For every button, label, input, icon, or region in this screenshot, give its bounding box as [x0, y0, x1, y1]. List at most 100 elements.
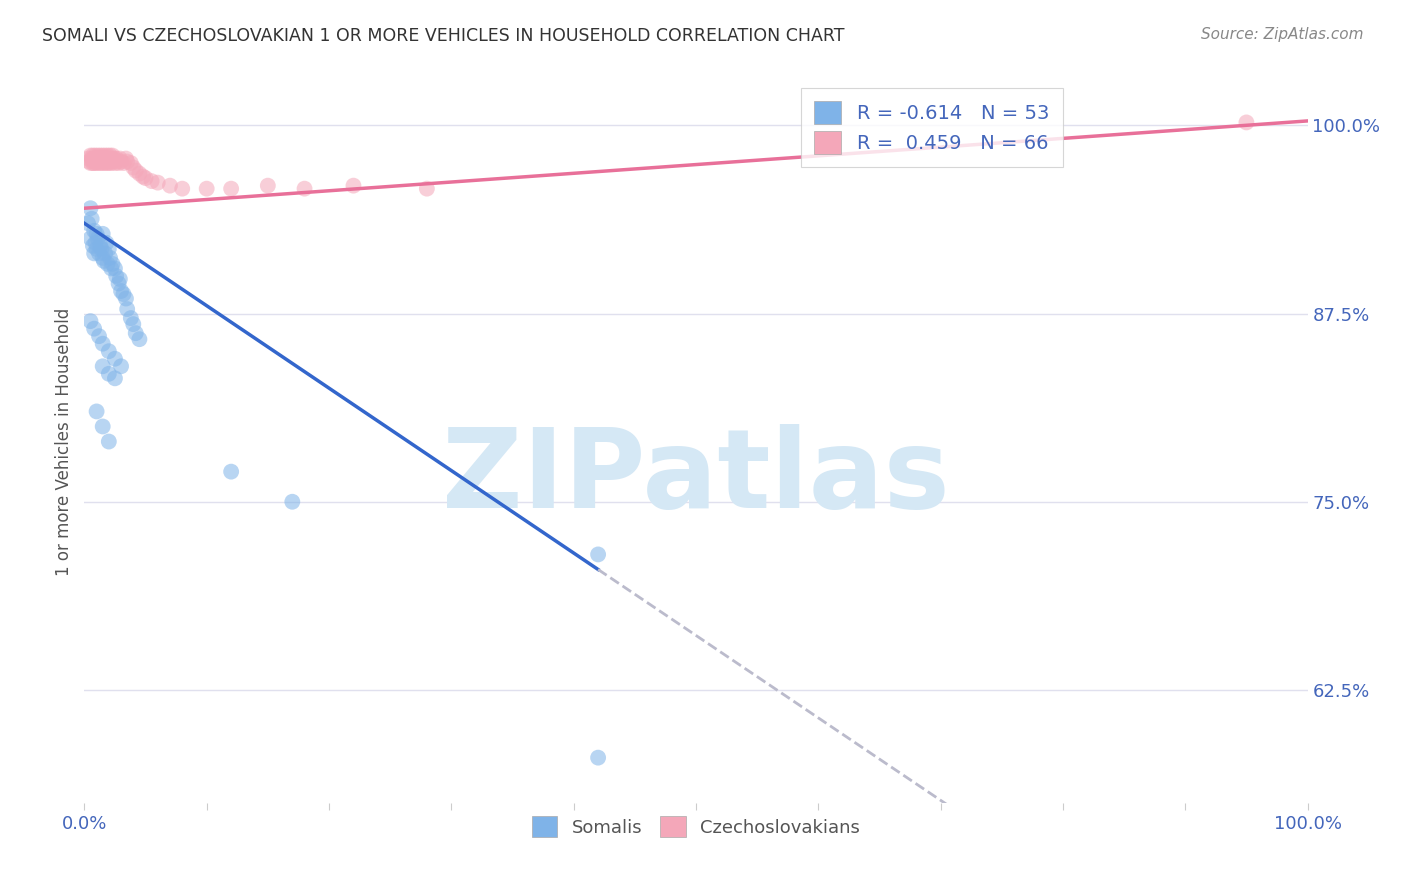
Point — [77, 152, 100, 166]
Point — [141, 174, 163, 188]
Point — [281, 495, 304, 509]
Point — [115, 152, 138, 166]
Point — [120, 311, 142, 326]
Point — [128, 332, 150, 346]
Point — [125, 163, 148, 178]
Point — [86, 156, 108, 170]
Point — [86, 404, 108, 418]
Point — [86, 242, 108, 256]
Point — [86, 227, 108, 241]
Point — [80, 211, 103, 226]
Point — [94, 154, 117, 169]
Point — [115, 292, 138, 306]
Point — [84, 154, 107, 169]
Point — [101, 148, 124, 162]
Point — [91, 419, 114, 434]
Point — [294, 182, 316, 196]
Point — [77, 154, 100, 169]
Point — [90, 242, 112, 256]
Point — [93, 152, 115, 166]
Point — [80, 152, 103, 166]
Point — [172, 182, 194, 196]
Point — [98, 148, 121, 162]
Point — [91, 148, 114, 162]
Point — [89, 148, 111, 162]
Point — [89, 239, 111, 253]
Point — [101, 257, 124, 271]
Point — [100, 152, 122, 166]
Point — [82, 156, 104, 170]
Point — [82, 239, 104, 253]
Point — [91, 227, 114, 241]
Point — [107, 156, 129, 170]
Point — [79, 156, 101, 170]
Point — [112, 156, 135, 170]
Legend: Somalis, Czechoslovakians: Somalis, Czechoslovakians — [524, 809, 868, 845]
Point — [84, 148, 107, 162]
Point — [146, 176, 169, 190]
Point — [219, 182, 242, 196]
Point — [97, 344, 120, 359]
Point — [89, 154, 111, 169]
Point — [96, 156, 118, 170]
Point — [97, 434, 120, 449]
Point — [105, 268, 128, 283]
Point — [122, 161, 145, 175]
Point — [98, 251, 121, 265]
Text: SOMALI VS CZECHOSLOVAKIAN 1 OR MORE VEHICLES IN HOUSEHOLD CORRELATION CHART: SOMALI VS CZECHOSLOVAKIAN 1 OR MORE VEHI… — [42, 27, 845, 45]
Point — [128, 167, 150, 181]
Point — [97, 148, 120, 162]
Text: ZIPatlas: ZIPatlas — [441, 425, 950, 531]
Point — [96, 152, 118, 166]
Point — [91, 154, 114, 169]
Point — [82, 148, 104, 162]
Point — [97, 154, 120, 169]
Point — [125, 326, 148, 341]
Y-axis label: 1 or more Vehicles in Household: 1 or more Vehicles in Household — [55, 308, 73, 575]
Point — [120, 156, 142, 170]
Point — [84, 235, 107, 250]
Point — [77, 216, 100, 230]
Point — [97, 152, 120, 166]
Point — [342, 178, 364, 193]
Point — [87, 329, 110, 343]
Point — [91, 336, 114, 351]
Point — [586, 548, 609, 562]
Point — [105, 152, 128, 166]
Point — [159, 178, 181, 193]
Point — [110, 154, 132, 169]
Point — [93, 156, 115, 170]
Point — [83, 224, 105, 238]
Point — [87, 246, 110, 260]
Point — [94, 148, 117, 162]
Point — [96, 235, 118, 250]
Point — [91, 359, 114, 374]
Point — [87, 148, 110, 162]
Point — [257, 178, 280, 193]
Point — [107, 277, 129, 291]
Point — [98, 154, 121, 169]
Point — [104, 371, 127, 385]
Point — [104, 261, 127, 276]
Point — [83, 246, 105, 260]
Point — [104, 351, 127, 366]
Point — [115, 154, 138, 169]
Point — [79, 201, 101, 215]
Point — [112, 287, 135, 301]
Point — [115, 302, 138, 317]
Point — [586, 750, 609, 764]
Point — [100, 261, 122, 276]
Point — [87, 156, 110, 170]
Point — [122, 317, 145, 331]
Point — [87, 154, 110, 169]
Point — [86, 152, 108, 166]
Point — [97, 367, 120, 381]
Point — [87, 231, 110, 245]
Point — [195, 182, 218, 196]
Point — [416, 182, 439, 196]
Point — [97, 242, 120, 256]
Text: Source: ZipAtlas.com: Source: ZipAtlas.com — [1201, 27, 1364, 42]
Point — [103, 152, 125, 166]
Point — [219, 465, 242, 479]
Point — [91, 251, 114, 265]
